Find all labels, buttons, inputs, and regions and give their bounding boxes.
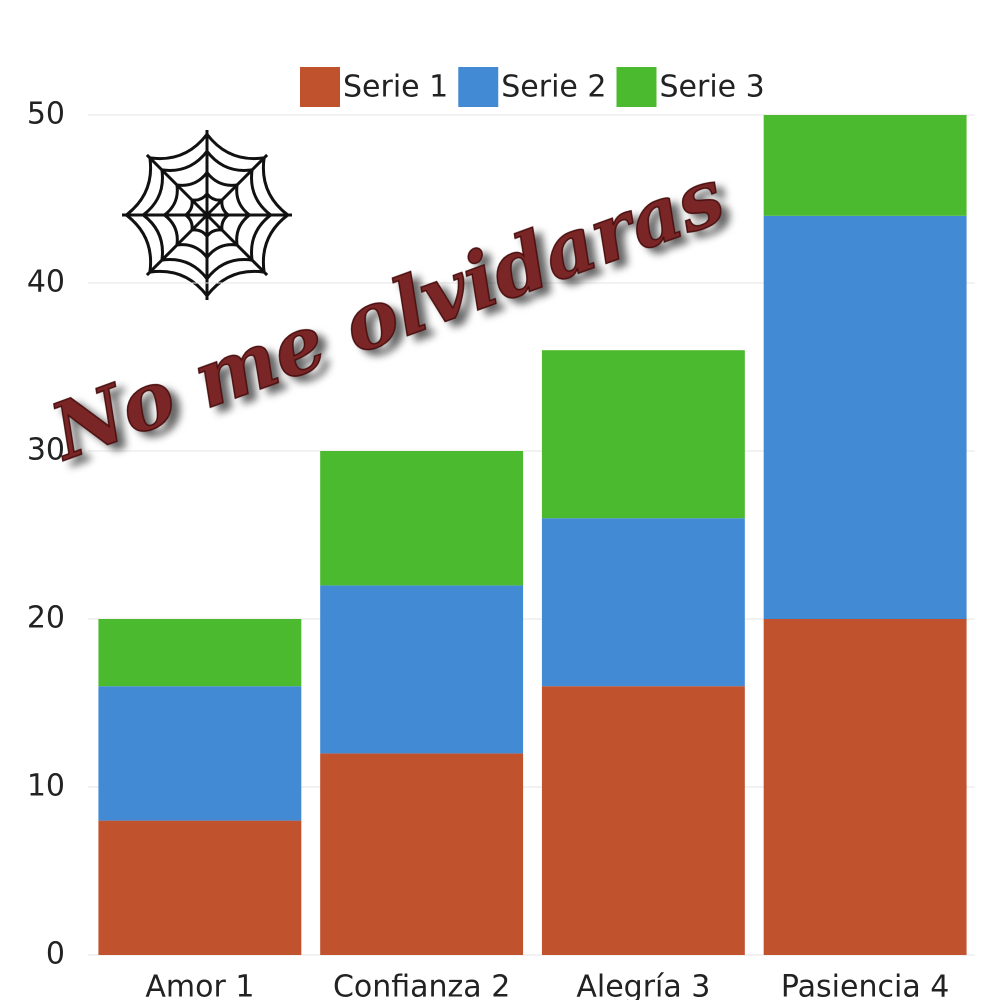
bar-segment <box>541 518 745 687</box>
x-tick-label: Alegría 3 <box>576 970 710 1000</box>
web-ring <box>183 191 230 239</box>
y-tick-label: 50 <box>27 97 65 132</box>
x-tick-label: Confianza 2 <box>333 970 510 1000</box>
bar-segment <box>320 753 524 955</box>
legend-swatch <box>458 67 499 107</box>
y-tick-label: 30 <box>27 433 65 468</box>
legend-label: Serie 1 <box>343 70 448 105</box>
y-tick-label: 0 <box>46 937 65 972</box>
spider-web-icon <box>122 130 292 300</box>
y-tick-label: 20 <box>27 601 65 636</box>
y-tick-label: 10 <box>27 769 65 804</box>
web-ring <box>140 148 272 282</box>
legend-swatch <box>616 67 657 107</box>
plot: 0 10 20 30 40 50 Amor 1 Confianza 2 Alegría 3 Pas… <box>27 97 975 1000</box>
x-tick-label: Amor 1 <box>145 970 254 1000</box>
bar-segment <box>320 585 524 754</box>
bar-segment <box>541 686 745 955</box>
bar-segment <box>541 350 745 519</box>
bar-segment <box>763 215 967 620</box>
web-ring <box>123 131 289 299</box>
bar-segment <box>320 451 524 586</box>
x-tick-label: Pasiencia 4 <box>781 970 949 1000</box>
bar-segment <box>763 619 967 955</box>
bar-segment <box>98 820 302 955</box>
web-ring <box>162 170 251 260</box>
legend-label: Serie 3 <box>660 70 765 105</box>
bar-segment <box>98 686 302 821</box>
legend-label: Serie 2 <box>501 70 606 105</box>
legend: Serie 1 Serie 2 Serie 3 <box>300 67 765 107</box>
bar-segment <box>98 619 302 687</box>
legend-swatch <box>300 67 340 107</box>
bar-segment <box>763 115 967 216</box>
y-tick-label: 40 <box>27 265 65 300</box>
